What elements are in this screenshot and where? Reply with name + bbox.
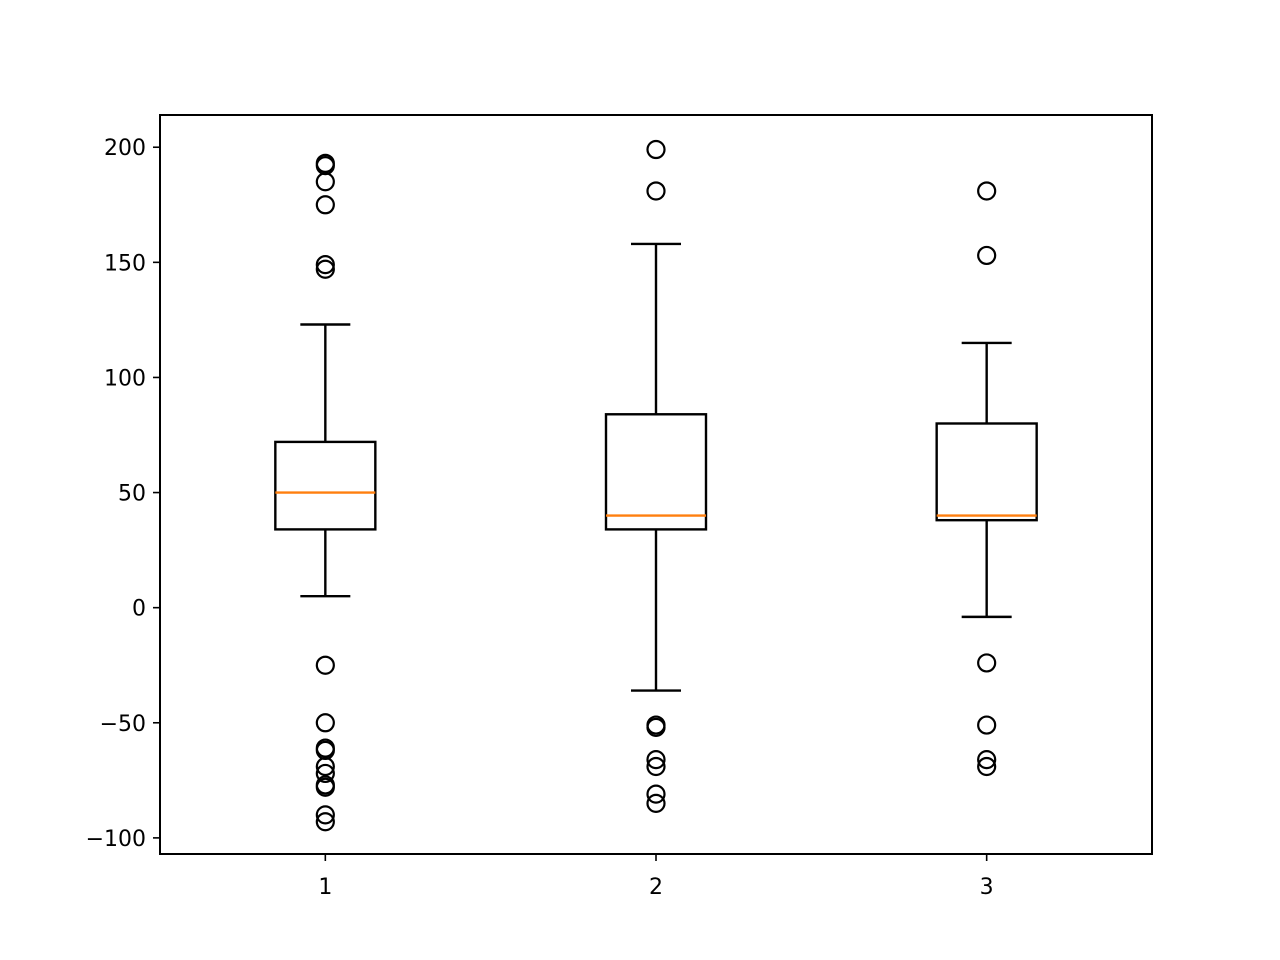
outlier-point (315, 812, 335, 832)
outlier-point (315, 805, 335, 825)
y-tick-label: 200 (104, 136, 146, 161)
x-tick-label: 2 (649, 875, 663, 900)
y-tick-label: 50 (118, 482, 146, 507)
box-group-1 (274, 153, 377, 832)
box-iqr (604, 413, 708, 531)
y-tick-label: −50 (100, 712, 146, 737)
outlier-point (646, 139, 666, 160)
outlier-point (315, 713, 335, 733)
outlier-point (646, 717, 666, 737)
outlier-point (315, 195, 335, 215)
outlier-point (315, 172, 335, 192)
outlier-point (315, 756, 335, 777)
plot-area (274, 139, 1038, 832)
outlier-point (977, 181, 997, 201)
y-tick-label: −100 (86, 827, 146, 852)
outlier-point (977, 245, 997, 266)
outlier-point (315, 259, 335, 279)
outlier-point (977, 756, 997, 777)
box-iqr (274, 440, 377, 531)
y-tick-label: 100 (104, 366, 146, 391)
outlier-point (315, 255, 335, 275)
y-tick-label: 0 (132, 597, 146, 622)
outlier-point (977, 715, 997, 735)
outlier-point (977, 750, 997, 770)
outlier-point (646, 750, 666, 770)
outlier-point (646, 793, 666, 813)
outlier-point (646, 784, 666, 804)
x-tick-label: 1 (318, 875, 332, 900)
outlier-point (315, 777, 335, 797)
box-group-3 (935, 181, 1038, 777)
box-group-2 (604, 139, 708, 813)
outlier-point (315, 763, 335, 784)
outlier-point (977, 653, 997, 673)
box-iqr (935, 422, 1038, 522)
y-tick-label: 150 (104, 251, 146, 276)
x-tick-label: 3 (980, 875, 994, 900)
outlier-point (646, 756, 666, 777)
outlier-point (646, 181, 666, 201)
axes: 200 150 100 50 0 −50 −100 1 2 3 (86, 114, 1153, 900)
outlier-point (315, 655, 335, 675)
